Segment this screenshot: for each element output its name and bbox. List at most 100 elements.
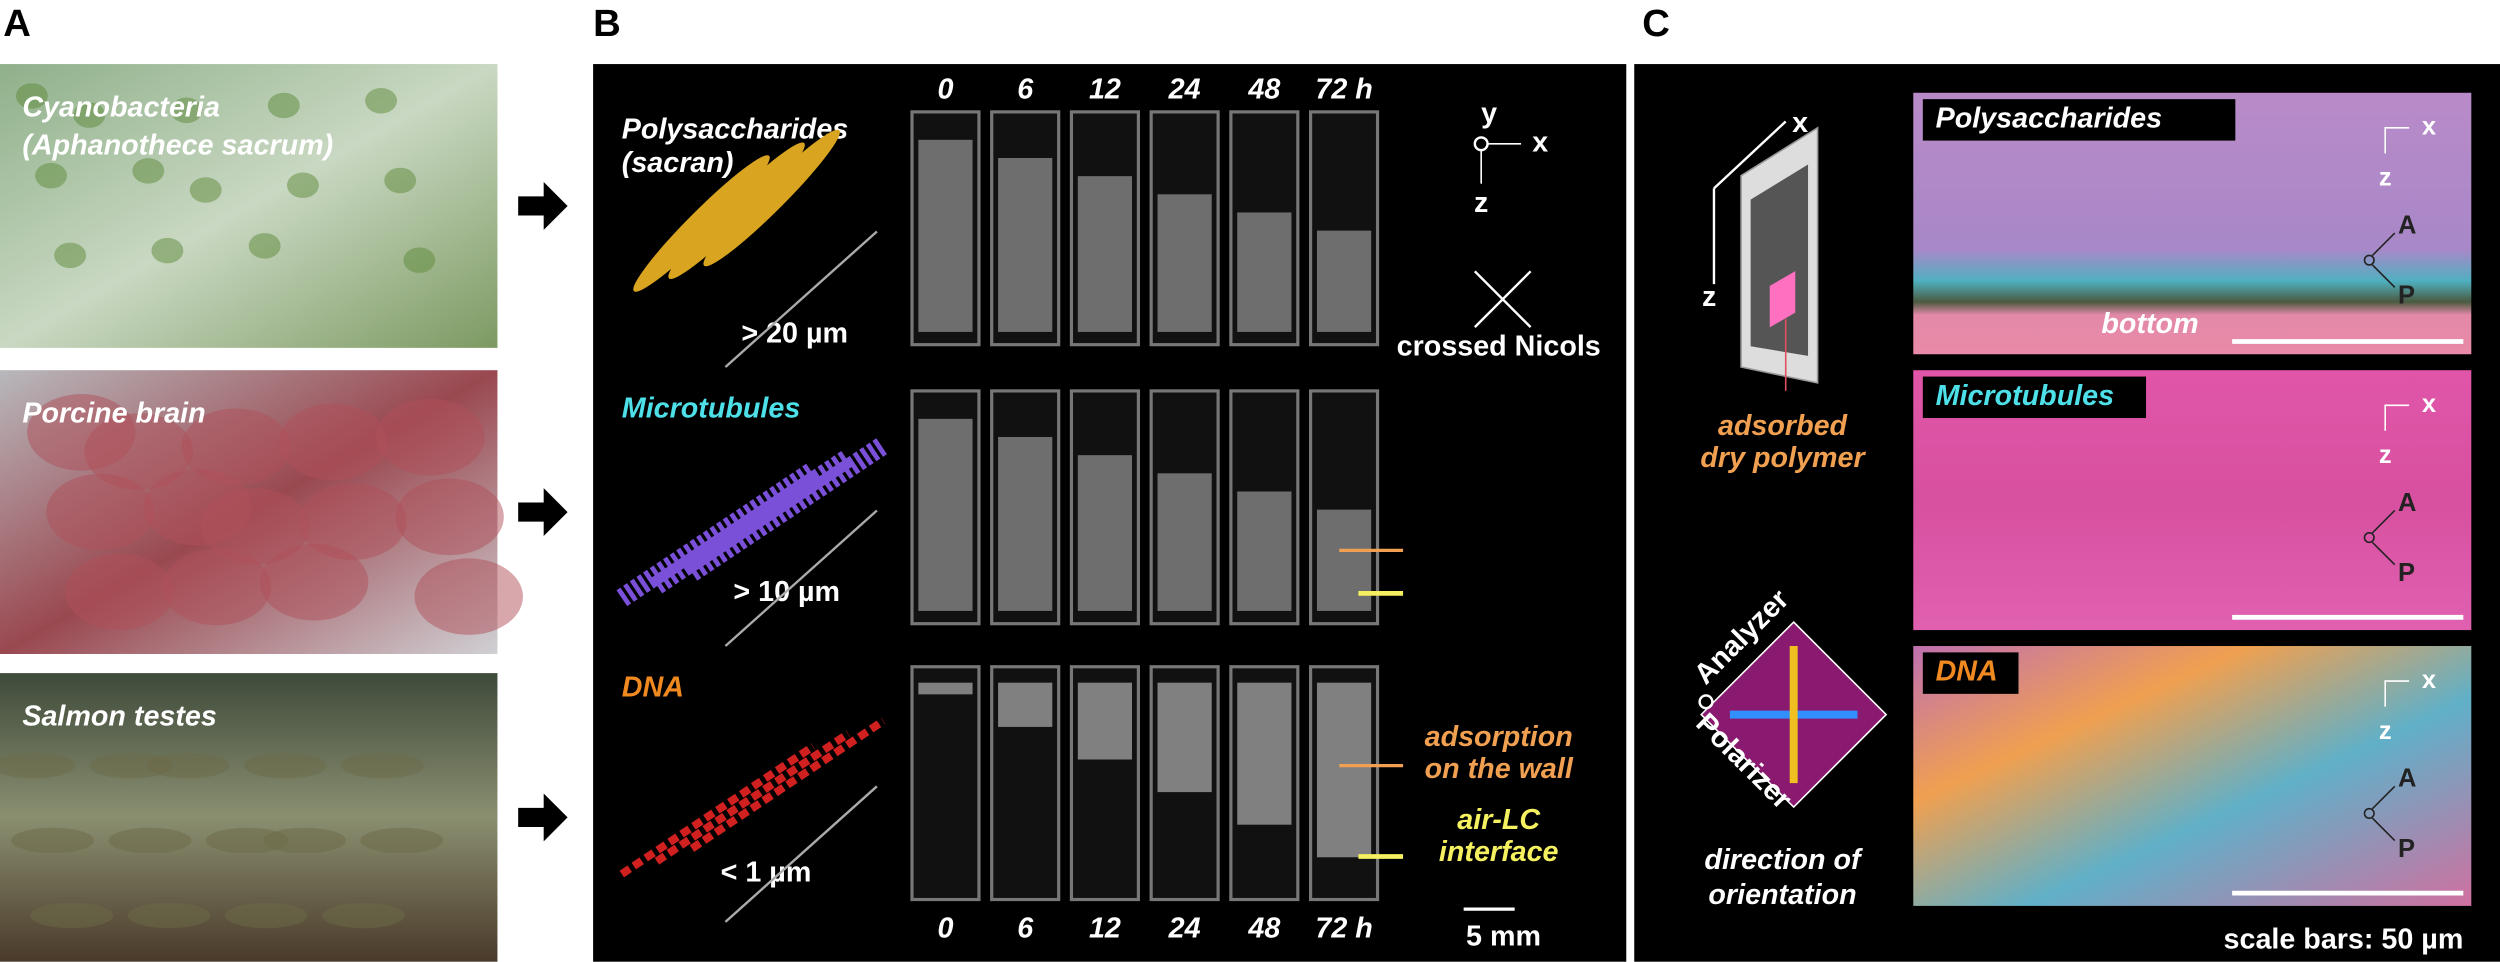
axis-label: z bbox=[1474, 187, 1488, 219]
molecule bbox=[619, 743, 816, 878]
time-label: 24 bbox=[1168, 74, 1201, 106]
length-arrow bbox=[724, 509, 878, 647]
tube-signal bbox=[918, 418, 973, 611]
photo-texture bbox=[54, 242, 87, 269]
sample-label: adsorbed bbox=[1718, 410, 1849, 442]
axis-line bbox=[2384, 680, 2410, 707]
axis-label: A bbox=[2398, 211, 2416, 239]
length-label: > 20 µm bbox=[741, 318, 848, 350]
time-label: 72 h bbox=[1315, 74, 1372, 106]
molecule bbox=[633, 155, 770, 292]
tube-signal bbox=[918, 139, 973, 332]
photo-texture bbox=[365, 87, 398, 114]
arrow bbox=[518, 793, 568, 842]
tube-signal bbox=[1237, 682, 1292, 825]
micrograph-title-box bbox=[1922, 99, 2236, 141]
micrograph-title-box bbox=[1922, 376, 2147, 419]
micrograph-title: Polysaccharides bbox=[1936, 102, 2162, 134]
photo-texture bbox=[243, 752, 327, 779]
photo-texture bbox=[189, 177, 222, 203]
sample-spot bbox=[1769, 271, 1796, 328]
photo-texture bbox=[376, 398, 485, 476]
axis-label: x bbox=[1532, 126, 1548, 158]
axis-label: A bbox=[2398, 765, 2416, 793]
row-name: DNA bbox=[622, 672, 684, 704]
photo-texture bbox=[108, 827, 192, 854]
annotation: interface bbox=[1439, 836, 1559, 868]
photo-texture bbox=[30, 902, 114, 929]
tube-signal bbox=[1316, 682, 1372, 858]
photo-texture bbox=[263, 827, 346, 854]
photo-texture bbox=[248, 233, 281, 259]
photo-texture bbox=[0, 752, 75, 779]
annotation: adsorption bbox=[1425, 721, 1573, 753]
axis-line bbox=[2371, 509, 2396, 566]
photo-texture bbox=[132, 158, 165, 184]
photo-texture bbox=[286, 172, 319, 198]
photo-texture bbox=[170, 97, 203, 124]
photo-texture bbox=[403, 247, 436, 273]
photo-texture bbox=[360, 827, 444, 854]
photo-texture bbox=[267, 92, 300, 119]
tube-signal bbox=[998, 682, 1053, 727]
photo-texture bbox=[151, 237, 184, 264]
scale-label: scale bars: 50 µm bbox=[2224, 924, 2464, 956]
axis-label: A bbox=[2398, 489, 2416, 517]
photo-texture bbox=[84, 413, 193, 490]
axis-origin bbox=[2363, 532, 2375, 544]
time-label: 0 bbox=[937, 74, 953, 106]
row-name: Polysaccharides bbox=[622, 114, 848, 146]
panel-label: C bbox=[1642, 2, 1670, 45]
molecule bbox=[689, 717, 886, 852]
micrograph-title: Microtubules bbox=[1936, 380, 2115, 412]
photo-texture bbox=[146, 752, 230, 779]
photo-label: Porcine brain bbox=[22, 397, 205, 429]
photo-texture bbox=[35, 162, 67, 189]
tube-signal bbox=[1077, 176, 1133, 332]
time-label: 0 bbox=[937, 912, 953, 944]
tube-signal bbox=[998, 437, 1053, 611]
axis-label: P bbox=[2398, 282, 2415, 310]
axis-label: P bbox=[2398, 835, 2415, 863]
axis-label: z bbox=[2379, 441, 2392, 469]
micrograph-title-box bbox=[1922, 652, 2019, 694]
annotation: air-LC bbox=[1457, 804, 1541, 836]
axis-line bbox=[2384, 404, 2410, 431]
photo-texture bbox=[162, 548, 272, 626]
time-label: 6 bbox=[1017, 74, 1034, 106]
photo-texture bbox=[259, 543, 369, 621]
axis-line bbox=[2371, 785, 2396, 842]
photo-texture bbox=[127, 902, 211, 929]
photo-texture bbox=[384, 167, 417, 194]
time-label: 48 bbox=[1247, 912, 1280, 944]
photo-texture bbox=[89, 752, 173, 779]
sample-axis bbox=[1712, 120, 1787, 285]
photo-texture bbox=[414, 558, 523, 635]
photo-texture bbox=[298, 483, 407, 560]
time-label: 48 bbox=[1247, 74, 1280, 106]
tube-signal bbox=[1237, 212, 1292, 332]
photo-texture bbox=[341, 752, 425, 779]
molecule bbox=[703, 129, 840, 267]
time-label: 6 bbox=[1017, 912, 1034, 944]
axis-label: z bbox=[2379, 164, 2392, 192]
length-arrow bbox=[724, 230, 878, 368]
photo-texture bbox=[200, 488, 310, 565]
photo-label: (Aphanothece sacrum) bbox=[22, 130, 333, 162]
photo-texture bbox=[279, 403, 388, 481]
axis-label: x bbox=[2422, 666, 2436, 694]
arrow bbox=[518, 488, 568, 537]
axis-label: z bbox=[1702, 281, 1716, 313]
caption: orientation bbox=[1708, 879, 1856, 911]
tube-signal bbox=[918, 682, 973, 695]
arrow bbox=[518, 182, 568, 230]
time-label: 72 h bbox=[1315, 912, 1372, 944]
tube-signal bbox=[1157, 194, 1212, 332]
molecule bbox=[668, 142, 805, 279]
tube-signal bbox=[1077, 682, 1133, 760]
panel-label: B bbox=[593, 2, 621, 45]
photo-texture bbox=[15, 83, 48, 109]
axis-origin bbox=[2363, 807, 2375, 820]
photo-texture bbox=[181, 408, 291, 485]
